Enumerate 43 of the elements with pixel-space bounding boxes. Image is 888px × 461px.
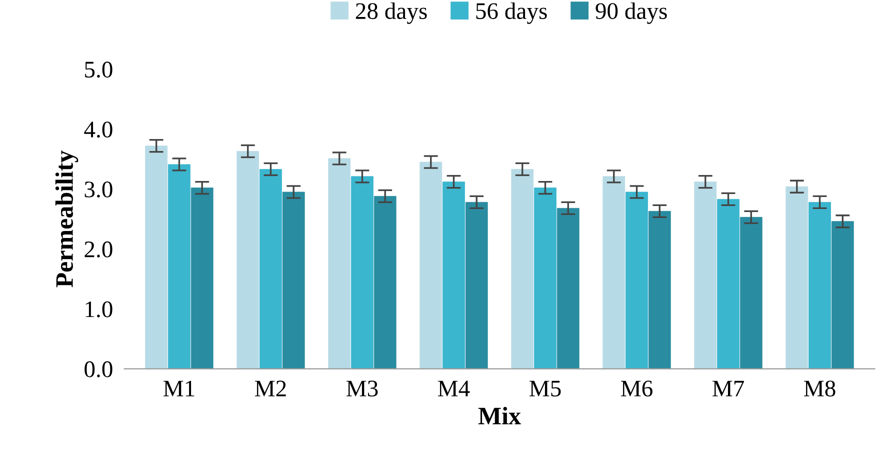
bar: [694, 182, 717, 369]
legend-label: 56 days: [476, 2, 547, 24]
bar: [351, 176, 374, 369]
bar: [282, 192, 305, 369]
y-tick-label: 1.0: [86, 301, 112, 318]
bar: [374, 196, 396, 369]
bar: [465, 202, 488, 369]
y-tick-label: 3.0: [84, 182, 112, 198]
legend-label: 28 days: [356, 2, 427, 24]
x-tick-label: M7: [712, 380, 744, 396]
y-tick-label: 0.0: [84, 361, 112, 378]
bar: [420, 162, 442, 369]
x-tick-label: M2: [255, 380, 286, 396]
x-tick-label: M4: [438, 380, 470, 396]
x-tick-label: M5: [530, 380, 561, 397]
bar: [648, 210, 671, 369]
bar: [168, 164, 190, 369]
bar: [740, 216, 762, 369]
bar: [786, 186, 808, 369]
y-axis-title: Permeability: [55, 150, 78, 288]
x-tick-label: M3: [346, 380, 378, 397]
x-tick-label: M1: [164, 380, 194, 396]
x-tick-label: M6: [621, 380, 652, 397]
legend-label: 90 days: [596, 2, 667, 24]
bar: [145, 146, 168, 369]
x-tick-label: M8: [804, 380, 836, 397]
bar: [511, 169, 534, 369]
bar: [328, 158, 351, 369]
bar: [626, 192, 648, 369]
bar: [717, 198, 740, 369]
x-axis-title: Mix: [478, 406, 521, 424]
bar: [831, 221, 854, 369]
y-tick-label: 2.0: [84, 241, 112, 258]
bar: [602, 176, 626, 369]
bar: [556, 208, 580, 369]
bar: [236, 151, 260, 369]
y-tick-label: 4.0: [84, 122, 112, 138]
y-tick-label: 5.0: [85, 62, 112, 78]
bar: [190, 188, 214, 369]
bar: [260, 169, 282, 369]
bar: [808, 202, 831, 369]
bar: [442, 182, 465, 369]
bar: [534, 188, 556, 369]
